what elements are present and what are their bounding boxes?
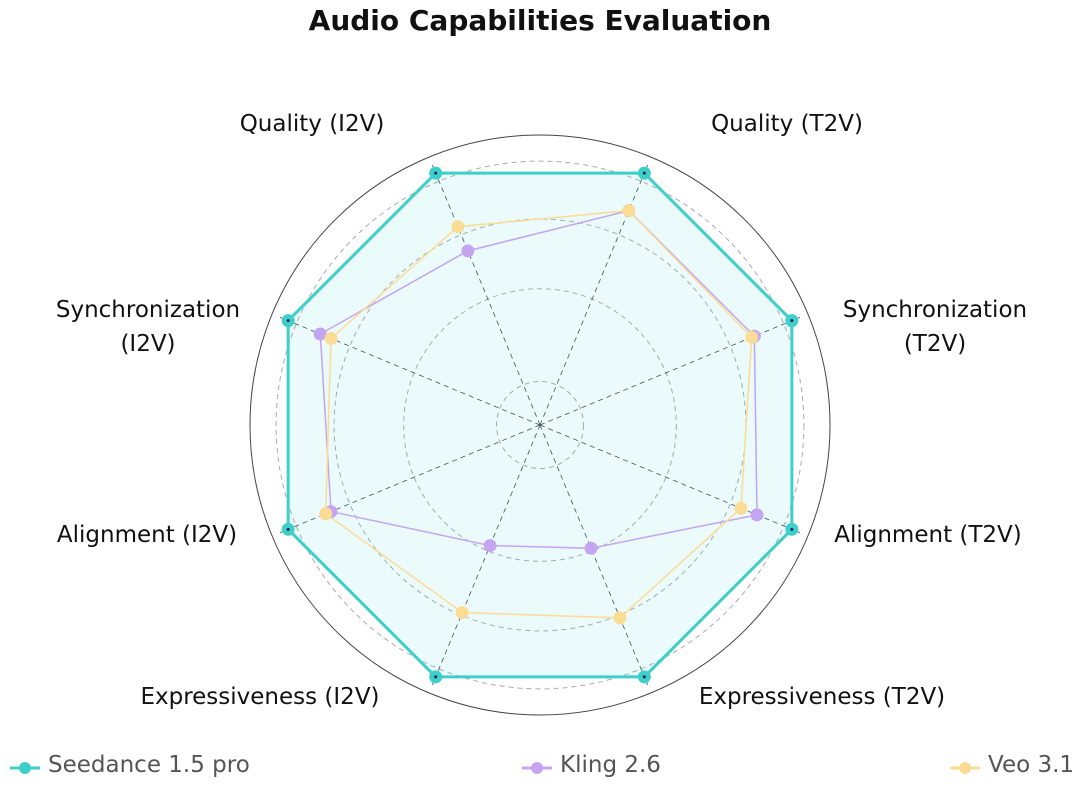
data-point [313,327,327,341]
point-center [642,675,646,679]
axis-label: Alignment (I2V) [56,522,238,548]
point-center [790,319,794,323]
legend-marker [959,762,971,774]
point-center [286,319,290,323]
axis-label: Alignment (T2V) [834,522,1022,548]
point-center [286,527,290,531]
data-point [451,220,465,234]
grid-ring [275,160,805,690]
data-point [734,501,748,515]
series-polygon [286,171,794,679]
axis-label: Quality (T2V) [711,111,863,137]
data-point [324,331,338,345]
grid-ring [403,288,677,562]
spoke [431,164,541,426]
outer-ring [249,134,831,716]
data-point [584,541,598,555]
axis-label: Quality (I2V) [239,111,385,137]
data-point [622,204,636,218]
legend-marker [531,762,543,774]
axis-label: Expressiveness (T2V) [698,684,946,710]
legend-label: Seedance 1.5 pro [48,752,250,778]
data-point [483,539,497,553]
legend-marker [19,762,31,774]
point-center [434,171,438,175]
point-center [790,527,794,531]
axis-label: Expressiveness (I2V) [140,684,380,710]
legend-label: Kling 2.6 [560,752,661,778]
legend-label: Veo 3.1 [988,752,1075,778]
data-point [745,330,759,344]
data-point [461,244,475,258]
spoke [431,424,541,686]
point-center [434,675,438,679]
point-center [642,171,646,175]
axis-label: Synchronization (I2V) [55,297,241,357]
data-point [319,507,333,521]
data-point [750,508,764,522]
spoke [539,424,649,686]
grid-ring [496,381,584,469]
data-point [613,611,627,625]
data-point [455,606,469,620]
axis-label: Synchronization (T2V) [842,297,1028,357]
chart-title: Audio Capabilities Evaluation [308,4,772,37]
